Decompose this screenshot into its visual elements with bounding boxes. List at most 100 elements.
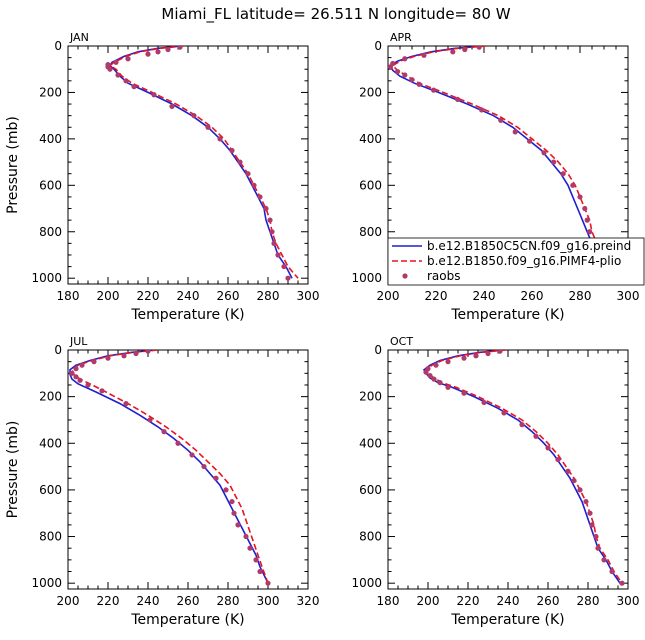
apr-raobs-point <box>416 81 422 87</box>
oct-x-tick-label: 200 <box>417 594 440 608</box>
jul-raobs-point <box>145 350 151 354</box>
oct-x-tick-label: 280 <box>577 594 600 608</box>
oct-preind-line <box>422 350 621 584</box>
oct-raobs-point <box>461 390 467 396</box>
jan-plot-frame <box>67 45 309 285</box>
jul-raobs-point <box>73 374 79 380</box>
apr-raobs-point <box>450 49 456 55</box>
jan-raobs-point <box>271 240 277 246</box>
jul-y-tick-label: 1000 <box>31 576 62 590</box>
jan-plio-line <box>108 46 299 279</box>
apr-series-dashed <box>391 46 622 279</box>
apr-raobs-point <box>431 87 437 93</box>
oct-plot-frame <box>387 349 629 590</box>
jan-raobs-point <box>123 78 129 84</box>
apr-y-tick-label: 200 <box>359 85 382 99</box>
oct-series-dashed <box>424 350 623 584</box>
apr-x-axis-label: Temperature (K) <box>450 307 564 323</box>
apr-raobs-point <box>512 129 518 135</box>
apr-x-tick-label: 220 <box>425 289 448 303</box>
jan-raobs-point <box>131 84 137 90</box>
oct-raobs-point <box>519 422 525 428</box>
apr-x-tick-label: 240 <box>473 289 496 303</box>
jan-x-tick-label: 280 <box>257 289 280 303</box>
jul-raobs-point <box>253 557 259 563</box>
jan-raobs-point <box>165 46 171 53</box>
apr-raobs-point <box>527 138 533 144</box>
oct-y-tick-label: 800 <box>359 530 382 544</box>
oct-raobs-point <box>533 433 539 439</box>
legend-entry-solid: b.e12.B1850C5CN.f09_g16.preind <box>427 239 631 253</box>
apr-x-tick-label: 280 <box>569 289 592 303</box>
jan-raobs-point <box>267 217 273 223</box>
jul-y-tick-label: 600 <box>39 483 62 497</box>
jan-raobs-point <box>169 103 175 109</box>
jul-raobs-point <box>123 401 129 407</box>
apr-raobs-point <box>402 72 408 78</box>
jan-series-dashed <box>108 46 299 279</box>
jan-raobs-point <box>229 147 235 154</box>
apr-raobs-point <box>388 64 393 70</box>
oct-raobs-point <box>461 355 467 361</box>
jan-y-tick-label: 600 <box>39 178 62 192</box>
jul-y-axis-label: Pressure (mb) <box>5 421 21 519</box>
apr-raobs-point <box>577 194 583 200</box>
apr-raobs-point <box>409 77 415 83</box>
oct-y-tick-label: 200 <box>359 390 382 404</box>
oct-y-tick-label: 0 <box>374 343 382 357</box>
jan-series-solid <box>108 46 293 279</box>
apr-preind-line <box>389 46 620 279</box>
jan-raobs-point <box>217 136 223 142</box>
jul-raobs-point <box>189 452 195 458</box>
jan-x-tick-label: 260 <box>217 289 240 303</box>
oct-plio-line <box>424 350 623 584</box>
jul-raobs-point <box>69 370 75 376</box>
panel-jul: JUL 200 220 240 260 280 300 320 0 200 400 600 800 100… <box>5 335 319 628</box>
panel-jan: JAN 180 200 220 240 260 280 300 0 200 400 600 800 100… <box>5 31 319 323</box>
jul-raobs-point <box>91 359 97 365</box>
jul-raobs-point <box>85 382 91 388</box>
jan-y-tick-label: 400 <box>39 132 62 146</box>
oct-raobs-point <box>583 498 589 505</box>
jan-panel-label: JAN <box>69 31 89 44</box>
jan-x-tick-label: 200 <box>97 289 120 303</box>
oct-x-tick-label: 260 <box>537 594 560 608</box>
apr-panel-label: APR <box>390 31 412 44</box>
jan-x-tick-label: 180 <box>57 289 80 303</box>
jul-raobs-point <box>201 463 207 470</box>
jan-x-axis-label: Temperature (K) <box>130 307 244 323</box>
jul-raobs-point <box>247 545 253 551</box>
jan-raobs-point <box>275 252 281 258</box>
jul-series-markers <box>69 350 271 586</box>
jul-raobs-point <box>265 580 271 586</box>
jul-raobs-point <box>105 355 111 361</box>
jul-raobs-point <box>161 429 167 435</box>
apr-y-tick-label: 1000 <box>351 271 382 285</box>
legend-entry-markers: raobs <box>427 269 461 283</box>
jul-y-tick-label: 400 <box>39 436 62 450</box>
apr-raobs-point <box>584 217 590 223</box>
jul-panel-label: JUL <box>69 335 88 348</box>
jan-raobs-point <box>107 66 113 72</box>
jul-series-dashed <box>71 350 269 584</box>
jan-x-tick-label: 220 <box>137 289 160 303</box>
oct-raobs-point <box>497 350 503 354</box>
oct-raobs-point <box>445 359 451 365</box>
jan-y-tick-label: 0 <box>54 39 62 53</box>
jan-y-axis-label: Pressure (mb) <box>5 116 21 214</box>
jul-x-tick-label: 260 <box>177 594 200 608</box>
jul-x-tick-label: 200 <box>57 594 80 608</box>
jul-series-solid <box>69 350 269 584</box>
oct-x-tick-label: 300 <box>617 594 640 608</box>
oct-y-tick-label: 400 <box>359 436 382 450</box>
oct-raobs-point <box>427 373 433 379</box>
jul-raobs-point <box>229 498 235 505</box>
apr-raobs-point <box>479 107 485 113</box>
jan-series-markers <box>105 46 291 281</box>
jan-raobs-point <box>113 59 119 65</box>
apr-raobs-point <box>582 205 588 212</box>
oct-raobs-point <box>545 445 551 451</box>
oct-raobs-point <box>601 557 607 563</box>
jan-raobs-point <box>145 51 151 57</box>
